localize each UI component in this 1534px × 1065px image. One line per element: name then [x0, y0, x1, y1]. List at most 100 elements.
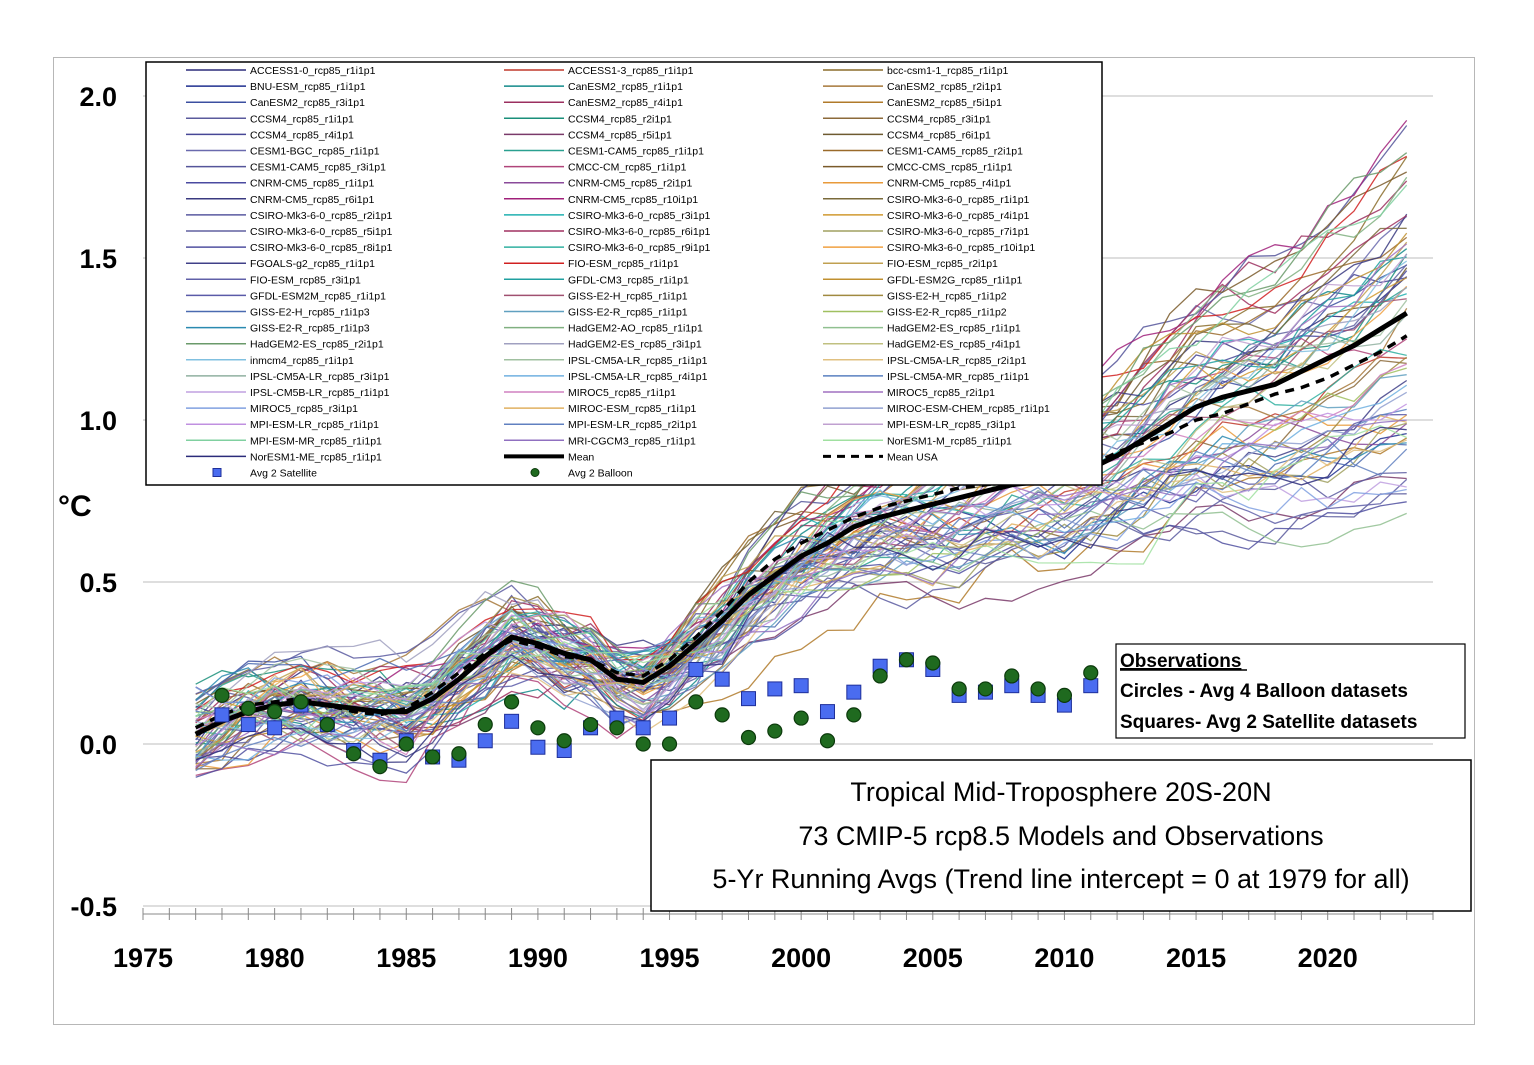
legend-swatch: [530, 468, 540, 477]
balloon-marker: [477, 716, 493, 733]
y-axis-label: °C: [58, 490, 92, 523]
legend-label: CNRM-CM5_rcp85_r2i1p1: [568, 178, 692, 190]
model-line: [195, 403, 1408, 747]
legend-label: IPSL-CM5B-LR_rcp85_r1i1p1: [250, 387, 390, 399]
legend-label: GFDL-CM3_rcp85_r1i1p1: [568, 274, 689, 286]
balloon-marker: [556, 733, 572, 749]
satellite-marker: [741, 691, 757, 707]
legend-label: CNRM-CM5_rcp85_r10i1p1: [568, 194, 698, 206]
y-tick-label: -0.5: [70, 892, 117, 922]
legend-label: CanESM2_rcp85_r5i1p1: [887, 97, 1002, 109]
model-line: [195, 152, 1408, 752]
legend-label: ACCESS1-3_rcp85_r1i1p1: [568, 65, 694, 77]
mean-line: [194, 310, 1409, 737]
balloon-marker: [451, 746, 467, 762]
model-line: [195, 481, 1407, 704]
legend-label: CESM1-CAM5_rcp85_r2i1p1: [887, 146, 1023, 158]
legend-label: FGOALS-g2_rcp85_r1i1p1: [250, 258, 375, 270]
y-tick-label: 2.0: [79, 82, 117, 112]
legend-label: CSIRO-Mk3-6-0_rcp85_r4i1p1: [887, 210, 1030, 222]
legend-label: CSIRO-Mk3-6-0_rcp85_r7i1p1: [887, 226, 1030, 238]
legend-label: CCSM4_rcp85_r1i1p1: [250, 113, 354, 125]
legend-label: HadGEM2-ES_rcp85_r3i1p1: [568, 339, 702, 351]
balloon-marker: [925, 655, 941, 671]
model-line: [195, 408, 1407, 732]
model-line: [195, 419, 1407, 763]
balloon-marker: [319, 716, 335, 733]
legend-label: CanESM2_rcp85_r1i1p1: [568, 81, 683, 93]
balloon-marker: [635, 736, 651, 752]
legend-label: CCSM4_rcp85_r6i1p1: [887, 129, 991, 141]
balloon-marker: [424, 749, 441, 765]
legend-label: CMCC-CM_rcp85_r1i1p1: [568, 162, 687, 174]
balloon-marker: [346, 746, 362, 762]
legend-box: [145, 61, 1103, 486]
balloon-marker: [951, 681, 967, 697]
legend-label: CSIRO-Mk3-6-0_rcp85_r6i1p1: [568, 226, 711, 238]
legend-label: bcc-csm1-1_rcp85_r1i1p1: [887, 65, 1009, 77]
balloon-marker: [819, 733, 836, 749]
legend-label: MIROC-ESM-CHEM_rcp85_r1i1p1: [887, 403, 1050, 415]
legend-label: IPSL-CM5A-LR_rcp85_r1i1p1: [568, 355, 708, 367]
chart-frame: [53, 57, 1475, 1025]
x-tick-label: 1975: [113, 943, 173, 973]
axes: -0.5 0.0 0.5 1.0 1.5 2.0 1975 1980 1985 1990 1995 2…: [70, 82, 1434, 973]
legend-label: CSIRO-Mk3-6-0_rcp85_r8i1p1: [250, 242, 393, 254]
satellite-marker: [846, 684, 862, 700]
satellite-marker: [267, 720, 283, 736]
balloon-marker: [688, 694, 704, 710]
y-tick-label: 0.5: [79, 568, 117, 598]
title-line-2: 73 CMIP-5 rcp8.5 Models and Observations: [798, 821, 1323, 851]
legend-label: CanESM2_rcp85_r3i1p1: [250, 97, 365, 109]
legend-label: HadGEM2-ES_rcp85_r1i1p1: [887, 323, 1021, 335]
legend-label: FIO-ESM_rcp85_r2i1p1: [887, 258, 998, 270]
x-tick-label: 1990: [508, 943, 568, 973]
x-tick-label: 1980: [245, 943, 305, 973]
balloon-marker: [1056, 687, 1073, 704]
legend-label: CESM1-CAM5_rcp85_r3i1p1: [250, 162, 386, 174]
legend-label: ACCESS1-0_rcp85_r1i1p1: [250, 65, 376, 77]
legend-label: FIO-ESM_rcp85_r1i1p1: [568, 258, 679, 270]
legend-label: MIROC5_rcp85_r1i1p1: [568, 387, 676, 399]
legend-label: FIO-ESM_rcp85_r3i1p1: [250, 274, 361, 286]
legend-label: GISS-E2-H_rcp85_r1i1p1: [568, 290, 688, 302]
satellite-marker: [793, 678, 809, 694]
balloon-marker: [214, 687, 230, 704]
legend-label: HadGEM2-AO_rcp85_r1i1p1: [568, 323, 703, 335]
legend-label: HadGEM2-ES_rcp85_r4i1p1: [887, 339, 1021, 351]
satellite-marker: [214, 707, 230, 723]
satellite-marker: [767, 681, 783, 697]
legend: ACCESS1-0_rcp85_r1i1p1 ACCESS1-3_rcp85_r1…: [145, 61, 1103, 486]
model-line: [195, 215, 1408, 733]
observations-box: Observations Circles - Avg 4 Balloon dat…: [1115, 643, 1466, 739]
legend-label: NorESM1-ME_rcp85_r1i1p1: [250, 451, 382, 463]
balloon-marker: [293, 694, 309, 710]
legend-label: Avg 2 Satellite: [250, 468, 317, 480]
legend-label: NorESM1-M_rcp85_r1i1p1: [887, 435, 1012, 447]
legend-label: GISS-E2-R_rcp85_r1i1p1: [568, 307, 688, 319]
balloon-marker: [582, 716, 599, 733]
title-line-1: Tropical Mid-Troposphere 20S-20N: [850, 777, 1271, 807]
legend-label: GFDL-ESM2G_rcp85_r1i1p1: [887, 274, 1023, 286]
legend-label: CNRM-CM5_rcp85_r6i1p1: [250, 194, 374, 206]
balloon-marker: [609, 720, 625, 736]
legend-label: CanESM2_rcp85_r2i1p1: [887, 81, 1002, 93]
legend-label: GISS-E2-R_rcp85_r1i1p3: [250, 323, 370, 335]
legend-label: CNRM-CM5_rcp85_r4i1p1: [887, 178, 1011, 190]
x-tick-label: 2010: [1034, 943, 1094, 973]
model-line: [195, 471, 1407, 695]
balloon-marker: [1083, 665, 1099, 681]
observation-markers: [214, 652, 1099, 775]
model-line: [195, 260, 1408, 740]
legend-label: CESM1-CAM5_rcp85_r1i1p1: [568, 146, 704, 158]
legend-label: IPSL-CM5A-LR_rcp85_r4i1p1: [568, 371, 708, 383]
legend-label: MIROC5_rcp85_r3i1p1: [250, 403, 358, 415]
legend-label: CNRM-CM5_rcp85_r1i1p1: [250, 178, 374, 190]
legend-label: Mean: [568, 451, 594, 463]
legend-label: CMCC-CMS_rcp85_r1i1p1: [887, 162, 1013, 174]
balloon-marker: [1004, 668, 1020, 684]
model-line: [195, 155, 1408, 711]
legend-label: CCSM4_rcp85_r5i1p1: [568, 129, 672, 141]
satellite-marker: [819, 704, 835, 720]
legend-label: CCSM4_rcp85_r4i1p1: [250, 129, 354, 141]
